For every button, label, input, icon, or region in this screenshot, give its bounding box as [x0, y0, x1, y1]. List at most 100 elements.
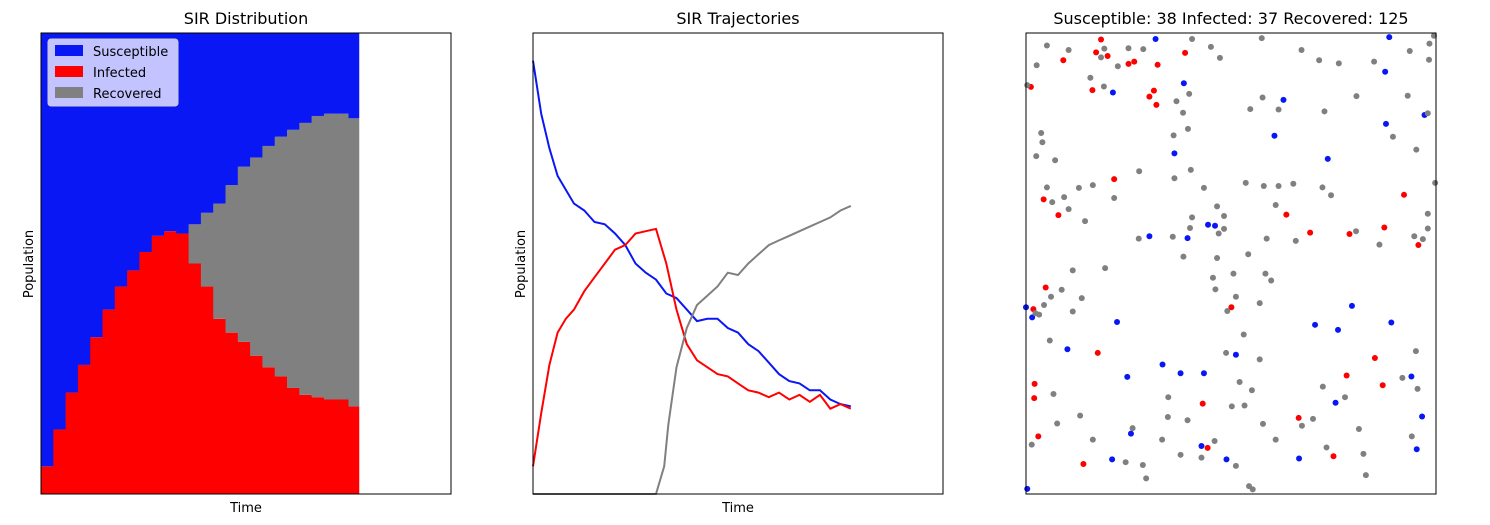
infected-bar	[53, 429, 67, 494]
susceptible-point	[1296, 455, 1303, 462]
recovered-point	[1426, 56, 1433, 63]
recovered-point	[1036, 311, 1043, 318]
recovered-point	[1335, 60, 1342, 67]
susceptible-bar	[323, 33, 337, 114]
infected-point	[1031, 380, 1038, 387]
recovered-point	[1135, 235, 1142, 242]
legend: Susceptible Infected Recovered	[47, 38, 179, 107]
recovered-point	[1173, 98, 1180, 105]
susceptible-point	[1386, 34, 1393, 41]
recovered-point	[1268, 277, 1275, 284]
infected-point	[1093, 49, 1100, 56]
recovered-point	[1215, 230, 1222, 237]
recovered-point	[1240, 331, 1247, 338]
recovered-point	[1098, 54, 1105, 61]
recovered-point	[1230, 270, 1237, 277]
recovered-point	[1272, 436, 1279, 443]
susceptible-point	[1413, 446, 1420, 453]
susceptible-bar	[188, 33, 202, 225]
recovered-point	[1399, 374, 1406, 381]
susceptible-point	[1114, 319, 1121, 326]
infected-bar	[299, 394, 313, 494]
infected-bar	[225, 332, 239, 494]
infected-bar	[139, 251, 153, 494]
infected-bar	[262, 367, 276, 494]
recovered-bar	[336, 113, 349, 400]
recovered-point	[1260, 183, 1267, 190]
recovered-point	[1408, 433, 1415, 440]
legend-swatch-infected	[55, 66, 83, 77]
recovered-point	[1263, 235, 1270, 242]
plot-frame	[40, 32, 452, 495]
susceptible-point	[1419, 413, 1426, 420]
recovered-point	[1310, 415, 1316, 422]
recovered-point	[1371, 58, 1378, 65]
plot-frame	[532, 32, 944, 495]
susceptible-point	[1024, 485, 1031, 492]
susceptible-bar	[41, 33, 54, 467]
recovered-point	[1207, 43, 1214, 50]
recovered-point	[1058, 286, 1065, 293]
recovered-point	[1186, 90, 1193, 97]
infected-bar	[287, 387, 300, 494]
recovered-point	[1061, 194, 1068, 201]
susceptible-point	[1223, 456, 1230, 463]
plot-frame	[1025, 32, 1437, 495]
susceptible-point	[1408, 373, 1415, 380]
recovered-point	[1043, 184, 1050, 191]
susceptible-bar	[262, 33, 276, 146]
recovered-bar	[348, 118, 360, 407]
recovered-point	[1111, 195, 1118, 202]
infected-bar	[127, 270, 140, 494]
recovered-point	[1049, 199, 1056, 206]
recovered-point	[1256, 356, 1263, 363]
recovered-point	[1360, 450, 1367, 457]
susceptible-bar	[90, 33, 103, 338]
infected-point	[1307, 229, 1314, 236]
recovered-point	[1187, 166, 1194, 173]
recovered-point	[1077, 412, 1084, 419]
recovered-point	[1078, 295, 1085, 302]
recovered-point	[1430, 32, 1437, 39]
recovered-point	[1319, 184, 1326, 191]
recovered-point	[1065, 206, 1072, 213]
recovered-point	[1189, 35, 1196, 42]
recovered-point	[1413, 146, 1420, 153]
recovered-point	[1041, 301, 1048, 308]
susceptible-point	[1146, 233, 1153, 240]
recovered-point	[1242, 179, 1249, 186]
recovered-point	[1082, 218, 1089, 225]
chart-title: SIR Distribution	[184, 9, 308, 28]
recovered-point	[1212, 286, 1219, 293]
susceptible-point	[1184, 235, 1191, 242]
infected-bar	[213, 318, 226, 494]
recovered-point	[1054, 420, 1061, 427]
susceptible-bar	[311, 33, 325, 116]
susceptible-point	[1171, 150, 1178, 157]
infected-bar	[274, 376, 288, 494]
recovered-point	[1262, 270, 1269, 277]
recovered-point	[1143, 475, 1150, 482]
recovered-point	[1189, 214, 1196, 221]
susceptible-point	[1382, 68, 1389, 75]
recovered-point	[1159, 436, 1166, 443]
infected-bar	[151, 235, 165, 494]
susceptible-point	[1159, 361, 1166, 368]
recovered-point	[1180, 253, 1187, 260]
recovered-point	[1180, 109, 1187, 116]
recovered-point	[1114, 63, 1121, 70]
infected-point	[1098, 36, 1105, 43]
susceptible-bar	[237, 33, 251, 167]
susceptible-point	[1029, 314, 1036, 321]
recovered-point	[1184, 417, 1191, 424]
infected-bar	[323, 399, 337, 494]
recovered-point	[1258, 35, 1265, 42]
x-axis-label: Time	[721, 501, 754, 516]
infected-point	[1150, 87, 1157, 94]
susceptible-bar	[348, 33, 360, 119]
recovered-point	[1376, 241, 1383, 248]
susceptible-point	[1271, 132, 1278, 139]
recovered-bar	[250, 157, 263, 356]
recovered-point	[1048, 293, 1055, 300]
infected-bar	[77, 364, 91, 494]
